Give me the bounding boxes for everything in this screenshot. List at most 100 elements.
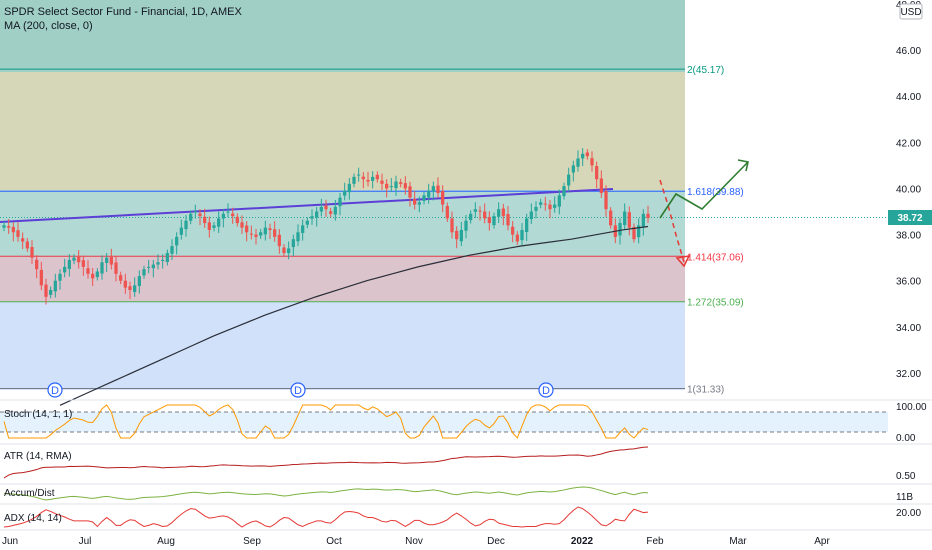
time-tick-jul: Jul [79, 536, 92, 547]
candle-body [319, 206, 323, 212]
dividend-marker-label: D [294, 385, 302, 397]
candle-body [417, 202, 421, 205]
projection-up-path[interactable] [659, 161, 749, 219]
candle-body [539, 202, 543, 205]
candle-body [170, 246, 174, 254]
candle-body [375, 174, 379, 180]
candle-body [324, 205, 328, 210]
candle-body [25, 241, 29, 249]
candle-body [193, 211, 197, 213]
fib-zone-2-to-1618 [0, 72, 685, 190]
candle-body [203, 216, 207, 224]
candle-body [310, 216, 314, 219]
atr-pane[interactable]: ATR (14, RMA) 0.50 [0, 443, 932, 482]
candle-body [548, 204, 552, 210]
candle-body [511, 226, 515, 235]
candle-body [515, 234, 519, 242]
stoch-label[interactable]: Stoch (14, 1, 1) [4, 409, 72, 420]
candle-body [105, 257, 109, 263]
adx-line [3, 506, 649, 528]
candle-body [240, 222, 244, 228]
candle-body [553, 204, 557, 208]
candle-body [357, 174, 361, 176]
candle-body [595, 166, 599, 180]
candle-body [7, 226, 11, 228]
price-tick-44-00: 44.00 [896, 92, 921, 103]
accum-dist-label[interactable]: Accum/Dist [4, 488, 55, 499]
candle-body [646, 213, 650, 218]
candle-body [217, 218, 221, 227]
candle-body [277, 234, 281, 247]
dividend-marker[interactable] [47, 382, 63, 398]
candle-body [585, 152, 589, 157]
time-tick-dec: Dec [487, 536, 505, 547]
candle-body [427, 190, 431, 198]
candle-body [450, 218, 454, 233]
last-price-badge [888, 210, 932, 225]
candle-body [487, 217, 491, 224]
candle-body [347, 183, 351, 193]
candle-body [557, 195, 561, 207]
currency-badge[interactable] [899, 3, 923, 20]
candle-body [641, 213, 645, 227]
price-tick-40-00: 40.00 [896, 184, 921, 195]
candle-body [338, 197, 342, 207]
price-axis[interactable] [888, 0, 932, 550]
stoch-pane[interactable]: Stoch (14, 1, 1) 100.00 0.00 [0, 399, 932, 444]
candle-body [473, 209, 477, 212]
candle-body [520, 229, 524, 241]
atr-label[interactable]: ATR (14, RMA) [4, 451, 72, 462]
candle-body [483, 211, 487, 219]
time-tick-aug: Aug [157, 536, 175, 547]
candle-body [478, 210, 482, 212]
accum-dist-line [3, 486, 649, 501]
indicator-label[interactable]: MA (200, close, 0) [4, 20, 93, 32]
candle-body [109, 256, 113, 265]
candle-body [184, 220, 188, 230]
candle-body [623, 211, 627, 226]
candle-body [441, 190, 445, 205]
candle-body [506, 214, 510, 226]
time-tick-2022: 2022 [571, 536, 594, 547]
candle-body [161, 259, 165, 261]
candle-body [436, 185, 440, 194]
projection-down-path[interactable] [659, 179, 685, 263]
dividend-marker[interactable] [538, 382, 554, 398]
trendline[interactable] [0, 188, 614, 223]
candle-body [469, 213, 473, 221]
fib-label-1-272: 1.272(35.09) [687, 298, 744, 309]
candle-body [11, 226, 15, 233]
stoch-tick: 0.00 [896, 433, 916, 444]
candle-body [179, 227, 183, 235]
fib-label-1: 1(31.33) [687, 384, 724, 395]
candle-body [618, 223, 622, 236]
candle-body [389, 186, 393, 188]
candle-body [296, 232, 300, 242]
candle-body [156, 262, 160, 265]
candle-body [371, 176, 375, 181]
candle-body [142, 269, 146, 276]
candle-body [604, 190, 608, 210]
candle-body [100, 262, 104, 274]
fib-zone-above-2 [0, 0, 685, 72]
candle-body [343, 190, 347, 196]
chart-title: SPDR Select Sector Fund - Financial, 1D,… [4, 6, 242, 18]
accum-dist-pane[interactable]: Accum/Dist 11B [0, 483, 932, 503]
candle-body [305, 220, 309, 225]
fib-label-2: 2(45.17) [687, 65, 724, 76]
candle-body [329, 211, 333, 214]
dividend-marker[interactable] [290, 382, 306, 398]
candle-body [39, 269, 43, 286]
adx-tick: 20.00 [896, 508, 921, 519]
candle-body [212, 225, 216, 228]
candle-body [464, 220, 468, 231]
projection-up-arrowhead [737, 159, 749, 172]
candle-body [67, 259, 71, 269]
time-tick-sep: Sep [243, 536, 261, 547]
adx-pane[interactable]: ADX (14, 14) 20.00 [0, 503, 932, 528]
candle-body [431, 186, 435, 192]
candle-body [151, 264, 155, 269]
time-axis[interactable]: Jun Jul Aug Sep Oct Nov Dec 2022 Feb Mar Apr [2, 536, 830, 547]
adx-label[interactable]: ADX (14, 14) [4, 513, 62, 524]
